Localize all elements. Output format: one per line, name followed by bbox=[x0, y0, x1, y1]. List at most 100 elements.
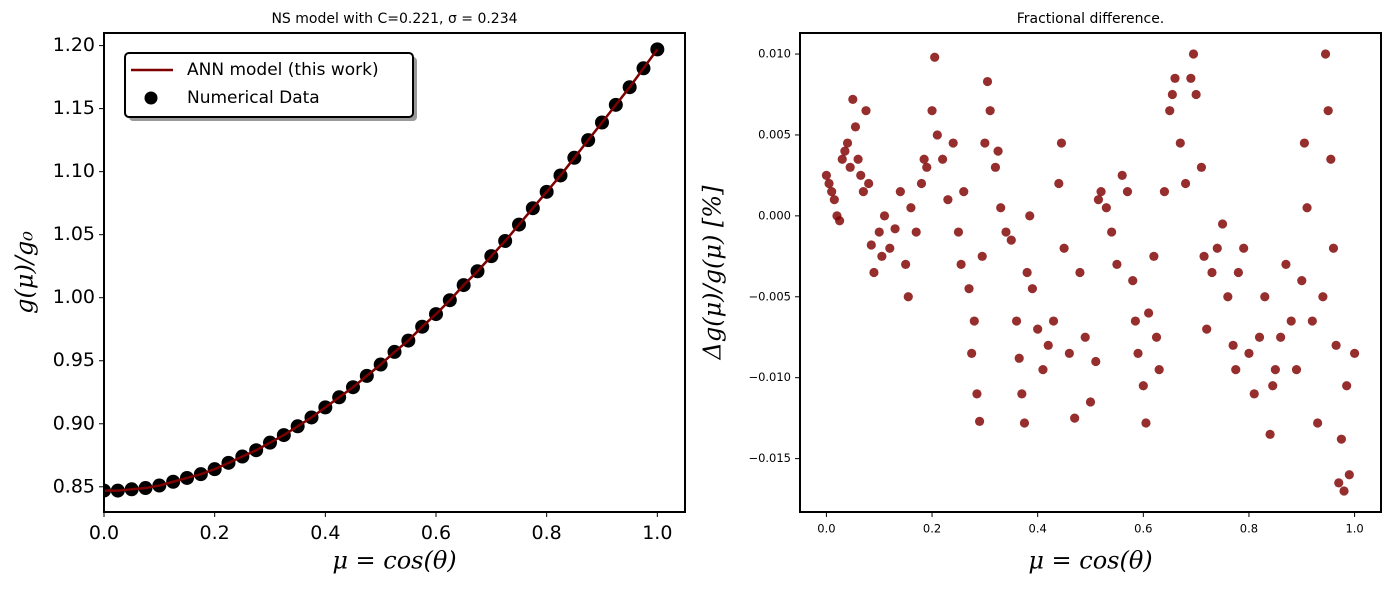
data-point bbox=[1331, 340, 1341, 350]
data-point bbox=[932, 130, 942, 140]
y-tick-label: −0.010 bbox=[748, 370, 791, 384]
data-point bbox=[985, 106, 995, 116]
data-point bbox=[845, 162, 855, 172]
subplot: NS model with C=0.221, σ = 0.234 μ = cos(… bbox=[11, 11, 686, 575]
data-point bbox=[1249, 389, 1259, 399]
y-tick-label: 1.10 bbox=[53, 160, 95, 182]
data-point bbox=[1017, 389, 1027, 399]
data-point bbox=[1323, 106, 1333, 116]
data-point bbox=[1122, 186, 1133, 197]
y-tick-label: −0.005 bbox=[748, 289, 791, 303]
data-point bbox=[827, 186, 837, 197]
data-point bbox=[1128, 275, 1138, 286]
data-point bbox=[1006, 235, 1016, 245]
data-point bbox=[1297, 275, 1307, 286]
data-point bbox=[1038, 364, 1048, 375]
data-point bbox=[1141, 418, 1151, 428]
data-point bbox=[1059, 243, 1069, 253]
data-point bbox=[1328, 243, 1339, 253]
x-tick-label: 0.0 bbox=[817, 521, 835, 535]
data-point bbox=[1064, 348, 1074, 359]
data-point bbox=[1112, 259, 1122, 270]
data-point bbox=[956, 259, 966, 270]
data-point bbox=[856, 170, 866, 181]
data-point bbox=[1075, 267, 1085, 278]
data-point bbox=[879, 211, 890, 221]
legend-label: ANN model (this work) bbox=[187, 60, 379, 80]
data-point bbox=[837, 154, 847, 164]
data-point bbox=[1196, 162, 1207, 172]
y-axis-label: g(μ)/g₀ bbox=[11, 231, 39, 314]
data-point bbox=[858, 186, 868, 197]
data-point bbox=[996, 203, 1006, 213]
legend bbox=[124, 52, 414, 118]
data-point bbox=[1318, 292, 1328, 302]
data-point bbox=[885, 243, 895, 253]
data-point bbox=[982, 76, 993, 87]
legend-marker bbox=[144, 91, 158, 105]
data-point bbox=[1070, 413, 1080, 423]
data-point bbox=[1130, 316, 1140, 326]
y-tick-label: 0.000 bbox=[758, 208, 791, 222]
data-point bbox=[1159, 186, 1170, 197]
data-point bbox=[1001, 227, 1011, 237]
data-point bbox=[1260, 292, 1270, 302]
data-point bbox=[1144, 308, 1154, 318]
data-point bbox=[1091, 356, 1101, 367]
data-point bbox=[1043, 340, 1053, 350]
data-point bbox=[903, 292, 913, 302]
data-point bbox=[1239, 243, 1249, 253]
data-point bbox=[1265, 429, 1275, 439]
data-point bbox=[1167, 89, 1177, 100]
x-tick-label: 0.0 bbox=[89, 522, 119, 544]
data-point bbox=[906, 203, 916, 213]
x-tick-label: 1.0 bbox=[1345, 521, 1363, 535]
data-point bbox=[964, 284, 974, 294]
data-point bbox=[969, 316, 979, 326]
axes-frame bbox=[799, 32, 1382, 513]
data-point bbox=[1270, 364, 1280, 375]
data-point bbox=[1175, 138, 1185, 148]
data-point bbox=[1019, 418, 1030, 428]
data-point bbox=[1186, 73, 1196, 83]
y-tick-label: 0.85 bbox=[53, 475, 95, 497]
data-point bbox=[1313, 418, 1323, 428]
data-point bbox=[1180, 178, 1191, 189]
data-point bbox=[835, 216, 845, 226]
data-point bbox=[1199, 251, 1209, 261]
data-point bbox=[1231, 364, 1241, 375]
data-point bbox=[1291, 364, 1302, 375]
data-point bbox=[980, 138, 990, 148]
data-point bbox=[874, 227, 884, 237]
y-tick-label: −0.015 bbox=[748, 451, 791, 465]
data-point bbox=[911, 227, 921, 237]
data-point bbox=[916, 178, 927, 189]
data-point bbox=[895, 186, 905, 197]
data-point bbox=[948, 138, 958, 148]
data-point bbox=[864, 178, 874, 189]
data-point bbox=[1170, 73, 1180, 83]
x-tick-label: 0.6 bbox=[421, 522, 451, 544]
data-point bbox=[1011, 316, 1022, 326]
subplot: Fractional difference. μ = cos(θ) Δg(μ)/g(… bbox=[699, 11, 1382, 575]
data-point bbox=[967, 348, 977, 359]
y-tick-label: 1.00 bbox=[53, 286, 95, 308]
data-point bbox=[943, 195, 953, 205]
data-point bbox=[866, 240, 876, 250]
data-point bbox=[829, 195, 839, 205]
data-point bbox=[1320, 49, 1331, 59]
y-tick-label: 0.90 bbox=[53, 412, 95, 434]
data-point bbox=[1014, 353, 1024, 363]
data-point bbox=[850, 122, 861, 132]
data-point bbox=[840, 146, 850, 156]
data-point bbox=[1096, 186, 1106, 197]
data-point bbox=[972, 389, 982, 399]
data-point bbox=[1085, 397, 1096, 407]
data-point bbox=[842, 138, 853, 148]
data-point bbox=[853, 154, 863, 164]
x-axis-label: μ = cos(θ) bbox=[1028, 547, 1152, 575]
data-point bbox=[1138, 381, 1148, 391]
data-point bbox=[1080, 332, 1090, 342]
x-tick-label: 0.6 bbox=[1134, 521, 1152, 535]
